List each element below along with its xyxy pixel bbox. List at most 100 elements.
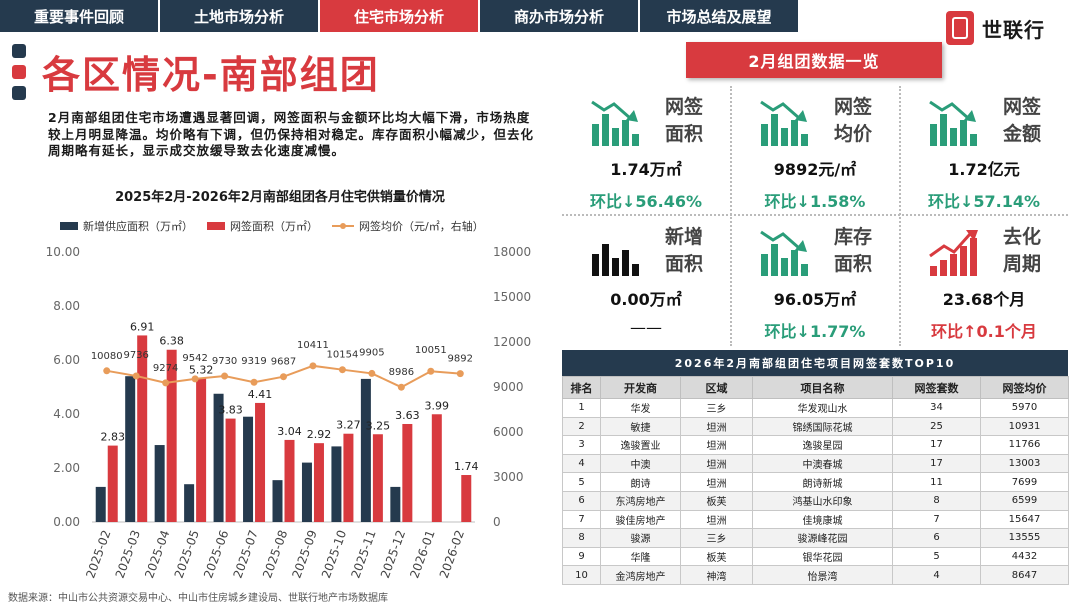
- summary-card: 库存 面积 96.05万㎡ 环比↓1.77%: [731, 216, 899, 346]
- card-label: 网签 面积: [654, 94, 714, 148]
- y-right-tick-label: 18000: [493, 245, 531, 259]
- cell-developer: 华发: [600, 398, 681, 418]
- cell-area: 坦洲: [680, 509, 753, 530]
- bar-sales: [343, 433, 354, 522]
- tab-commercial-market[interactable]: 商办市场分析: [480, 0, 640, 32]
- divider: [562, 214, 1068, 216]
- summary-card: 新增 面积 0.00万㎡ ——: [562, 216, 730, 346]
- bar-sales: [313, 443, 324, 522]
- price-data-label: 9892: [448, 354, 473, 365]
- price-point: [250, 378, 258, 386]
- cell-rank: 6: [562, 490, 601, 511]
- cell-units: 5: [892, 546, 981, 567]
- table-row: 3 逸骏置业 坦洲 逸骏星园 17 11766: [562, 435, 1069, 455]
- legend-label: 新增供应面积（万㎡）: [83, 220, 193, 233]
- card-label: 库存 面积: [823, 224, 883, 278]
- page-description: 2月南部组团住宅市场遭遇显著回调，网签面积与金额环比均大幅下滑，市场热度较上月明…: [48, 110, 535, 158]
- bar-sales: [107, 445, 118, 522]
- bar-sales: [137, 335, 148, 522]
- cell-rank: 8: [562, 528, 601, 548]
- bar-chart-icon: [592, 244, 639, 276]
- tab-land-market[interactable]: 土地市场分析: [160, 0, 320, 32]
- tab-residential-market[interactable]: 住宅市场分析: [320, 0, 480, 32]
- price-data-label: 9736: [123, 350, 148, 361]
- y-left-tick-label: 8.00: [53, 299, 80, 313]
- card-label: 去化 周期: [992, 224, 1052, 278]
- summary-cards: 网签 面积 1.74万㎡ 环比↓56.46% 网签 均价 9892元/㎡ 环比↓1.58% 网签…: [562, 86, 1068, 346]
- cell-price: 6599: [980, 490, 1069, 511]
- card-label: 网签 均价: [823, 94, 883, 148]
- brand-logo: 世联行: [946, 10, 1066, 46]
- bar-chart-up-icon: [929, 230, 978, 276]
- x-tick-label: 2025-06: [201, 528, 231, 580]
- tab-summary-outlook[interactable]: 市场总结及展望: [640, 0, 800, 32]
- x-tick-label: 2025-03: [113, 528, 143, 580]
- price-data-label: 9730: [212, 356, 237, 367]
- cell-units: 25: [892, 416, 981, 437]
- cell-rank: 3: [562, 435, 601, 455]
- price-data-label: 10411: [297, 340, 329, 351]
- card-label-line: 网签: [664, 96, 703, 118]
- card-label-line: 库存: [833, 226, 872, 248]
- legend-label: 网签均价（元/㎡，右轴）: [359, 220, 484, 233]
- cell-units: 4: [892, 565, 981, 585]
- page-title: 各区情况-南部组团: [42, 53, 380, 97]
- chart-legend: 新增供应面积（万㎡） 网签面积（万㎡） 网签均价（元/㎡，右轴）: [60, 218, 498, 234]
- bar-supply: [272, 480, 283, 522]
- card-value: 96.05万㎡: [773, 290, 857, 309]
- card-value: 1.74万㎡: [610, 160, 682, 179]
- cell-rank: 10: [562, 565, 601, 585]
- cell-project: 逸骏星园: [752, 435, 893, 455]
- bar-sales: [461, 475, 472, 522]
- sales-data-label: 3.83: [218, 404, 243, 417]
- sales-data-label: 3.04: [277, 425, 302, 438]
- cell-project: 朗诗新城: [752, 472, 893, 492]
- card-label-line: 新增: [664, 226, 703, 248]
- cell-units: 17: [892, 453, 981, 474]
- price-point: [338, 366, 346, 374]
- price-data-label: 8986: [389, 367, 414, 378]
- price-point: [456, 370, 464, 378]
- cell-units: 34: [892, 398, 981, 418]
- cell-developer: 朗诗: [600, 472, 681, 492]
- col-header-units: 网签套数: [892, 376, 981, 399]
- x-tick-label: 2025-10: [319, 528, 349, 580]
- brand-logo-icon: [946, 11, 974, 45]
- divider: [730, 86, 732, 346]
- y-left-tick-label: 2.00: [53, 461, 80, 475]
- table-row: 10 金鸿房地产 神湾 怡景湾 4 8647: [562, 565, 1069, 585]
- y-right-tick-label: 12000: [493, 335, 531, 349]
- price-data-label: 9274: [153, 363, 178, 374]
- x-tick-label: 2025-08: [260, 528, 290, 580]
- bar-sales: [431, 414, 442, 522]
- bar-sales: [402, 423, 413, 522]
- x-tick-label: 2025-04: [142, 528, 172, 580]
- y-left-tick-label: 10.00: [46, 245, 80, 259]
- bar-supply: [331, 446, 342, 522]
- bar-chart-down-icon: [591, 100, 639, 146]
- col-header-developer: 开发商: [600, 376, 681, 399]
- cell-units: 17: [892, 435, 981, 455]
- y-left-tick-label: 4.00: [53, 407, 80, 421]
- cell-project: 怡景湾: [752, 565, 893, 585]
- bar-chart-down-icon: [760, 100, 808, 146]
- card-value: 9892元/㎡: [773, 160, 857, 179]
- bar-supply: [125, 376, 136, 522]
- legend-supply: 新增供应面积（万㎡）: [60, 218, 193, 234]
- card-label-line: 网签: [833, 96, 872, 118]
- tab-key-events[interactable]: 重要事件回顾: [0, 0, 160, 32]
- cell-developer: 逸骏置业: [600, 435, 681, 455]
- cell-price: 10931: [980, 416, 1069, 437]
- cell-rank: 1: [562, 398, 601, 418]
- cell-area: 板芙: [680, 546, 753, 567]
- cell-rank: 7: [562, 509, 601, 530]
- cell-area: 坦洲: [680, 472, 753, 492]
- price-point: [132, 372, 140, 380]
- cell-project: 华发观山水: [752, 398, 893, 418]
- summary-card: 网签 均价 9892元/㎡ 环比↓1.58%: [731, 86, 899, 216]
- cell-area: 坦洲: [680, 435, 753, 455]
- price-data-label: 10080: [91, 351, 123, 362]
- legend-swatch: [332, 221, 354, 231]
- y-right-tick-label: 3000: [493, 470, 524, 484]
- table-row: 1 华发 三乡 华发观山水 34 5970: [562, 398, 1069, 418]
